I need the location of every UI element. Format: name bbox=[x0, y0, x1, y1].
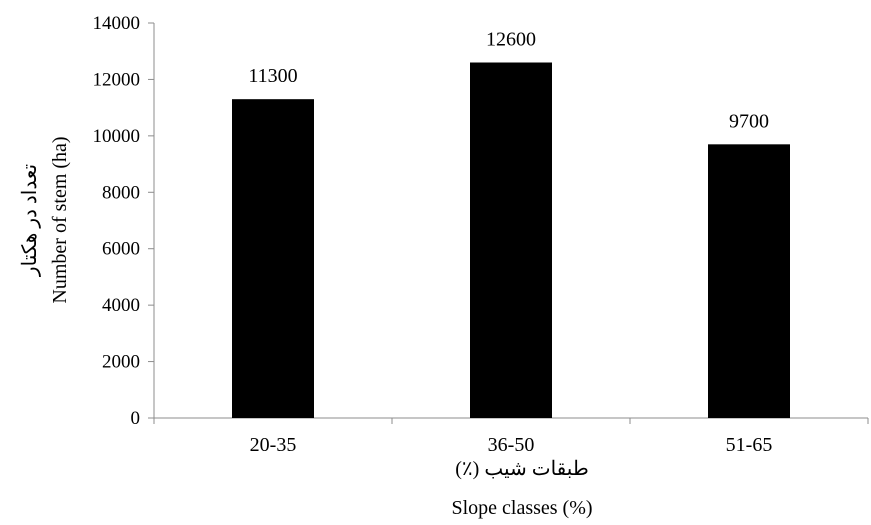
bar bbox=[232, 99, 314, 418]
y-tick-label: 12000 bbox=[93, 69, 141, 90]
y-tick-label: 8000 bbox=[102, 182, 140, 203]
bar-value-label: 9700 bbox=[729, 110, 769, 132]
bars bbox=[232, 62, 790, 419]
bar-value-label: 12600 bbox=[486, 29, 536, 51]
bar-value-label: 11300 bbox=[248, 65, 297, 87]
x-axis: 20-35 36-50 51-65 bbox=[153, 417, 869, 456]
y-tick-label: 2000 bbox=[102, 352, 140, 373]
y-axis-title-en: Number of stem (ha) bbox=[49, 136, 71, 303]
y-tick-label: 14000 bbox=[93, 13, 141, 34]
y-axis-title-fa: تعداد در هکتار bbox=[19, 164, 41, 277]
y-tick-label: 0 bbox=[131, 408, 141, 429]
y-tick-label: 6000 bbox=[102, 239, 140, 260]
x-tick-label: 20-35 bbox=[250, 434, 297, 456]
bar bbox=[708, 144, 790, 419]
x-axis-title-fa: طبقات شیب (٪) bbox=[455, 458, 589, 480]
x-tick-label: 36-50 bbox=[488, 434, 535, 456]
x-tick-label: 51-65 bbox=[726, 434, 773, 456]
y-axis: 0 2000 4000 6000 8000 10000 12000 14000 bbox=[93, 13, 155, 429]
data-labels: 11300 12600 9700 bbox=[248, 29, 769, 133]
bar bbox=[470, 62, 552, 418]
x-axis-title-en: Slope classes (%) bbox=[451, 497, 592, 519]
y-tick-label: 4000 bbox=[102, 295, 140, 316]
y-tick-label: 10000 bbox=[93, 126, 141, 147]
